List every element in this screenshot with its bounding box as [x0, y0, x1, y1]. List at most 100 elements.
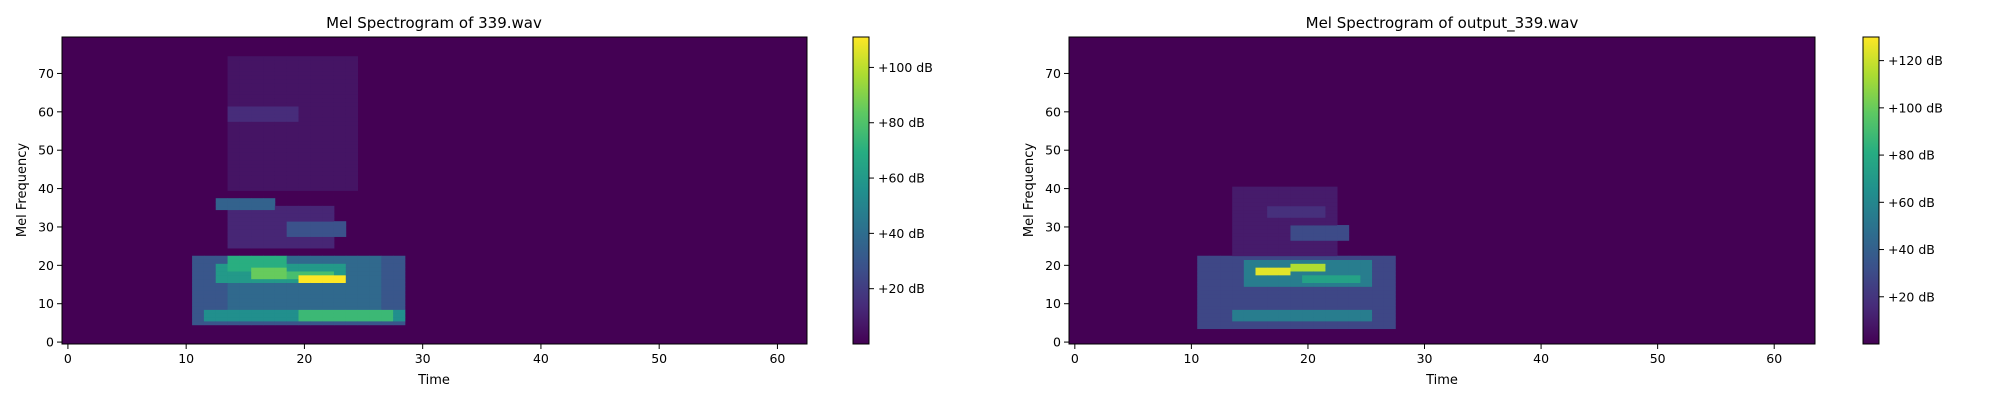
heatmap-cell	[251, 209, 264, 214]
heatmap-cell	[203, 271, 217, 276]
heatmap-cell	[274, 305, 288, 310]
heatmap-cell	[333, 98, 347, 103]
heatmap-cell	[322, 221, 335, 226]
heatmap-cell	[286, 313, 299, 318]
heatmap-cell	[333, 109, 347, 115]
heatmap-cell	[298, 317, 311, 322]
heatmap-cell	[239, 286, 252, 291]
heatmap-cell	[1325, 305, 1338, 310]
heatmap-cell	[333, 271, 347, 276]
heatmap-cell	[322, 213, 335, 218]
heatmap-cell	[263, 163, 276, 168]
heatmap-cell	[274, 221, 288, 226]
heatmap-cell	[1360, 301, 1373, 307]
heatmap-cell	[1313, 282, 1326, 287]
heatmap-cell	[1290, 274, 1303, 280]
heatmap-cell	[345, 125, 359, 130]
heatmap-cell	[310, 236, 323, 241]
heatmap-cell	[274, 125, 288, 130]
heatmap-cell	[345, 267, 359, 272]
heatmap-cell	[1313, 186, 1326, 191]
heatmap-cell	[1337, 278, 1350, 283]
heatmap-cell	[251, 309, 264, 314]
heatmap-cell	[286, 301, 299, 307]
heatmap-cell	[239, 182, 252, 188]
heatmap-cell	[274, 129, 288, 134]
heatmap-cell	[333, 75, 347, 80]
heatmap-cell	[286, 121, 299, 126]
heatmap-cell	[286, 309, 299, 314]
heatmap-cell	[1243, 309, 1256, 314]
heatmap-cell	[357, 317, 370, 322]
heatmap-cell	[239, 159, 252, 165]
heatmap-cell	[310, 232, 323, 237]
heatmap-cell	[1208, 297, 1221, 303]
heatmap-cell	[1313, 198, 1326, 203]
heatmap-cell	[1255, 251, 1268, 257]
heatmap-cell	[357, 271, 370, 276]
heatmap-cell	[192, 263, 205, 268]
heatmap-cell	[203, 282, 217, 287]
heatmap-cell	[333, 228, 347, 234]
heatmap-cell	[1208, 313, 1221, 318]
heatmap-cell	[1197, 274, 1210, 280]
heatmap-cell	[1372, 305, 1385, 310]
heatmap-cell	[1255, 301, 1268, 307]
heatmap-cell	[286, 221, 299, 226]
heatmap-cell	[274, 282, 288, 287]
heatmap-cell	[251, 75, 264, 80]
heatmap-cell	[322, 313, 335, 318]
heatmap-cell	[298, 274, 311, 280]
heatmap-cell	[322, 178, 335, 184]
heatmap-cell	[1232, 205, 1245, 211]
heatmap-cell	[1255, 324, 1268, 330]
heatmap-cell	[298, 60, 311, 65]
heatmap-cell	[345, 274, 359, 280]
heatmap-cell	[1267, 305, 1280, 310]
heatmap-cell	[192, 305, 205, 310]
heatmap-cell	[1302, 301, 1315, 307]
heatmap-cell	[1302, 324, 1315, 330]
heatmap-cell	[227, 75, 240, 80]
heatmap-cell	[251, 155, 264, 161]
heatmap-cell	[298, 71, 311, 76]
heatmap-cell	[263, 60, 276, 65]
heatmap-cell	[310, 217, 323, 222]
heatmap-cell	[251, 67, 264, 72]
heatmap-cell	[333, 102, 347, 107]
heatmap-cell	[1197, 267, 1210, 272]
heatmap-cell	[1208, 320, 1221, 326]
heatmap-cell	[215, 263, 228, 268]
heatmap-cell	[1290, 202, 1303, 207]
heatmap-cell	[239, 290, 252, 295]
heatmap-cell	[203, 255, 217, 260]
heatmap-cell	[357, 259, 370, 264]
heatmap-cell	[298, 106, 311, 111]
heatmap-cell	[1232, 313, 1245, 318]
heatmap-cell	[333, 225, 347, 230]
heatmap-cell	[1313, 309, 1326, 314]
heatmap-cell	[203, 320, 217, 326]
heatmap-cell	[322, 129, 335, 134]
heatmap-cell	[1197, 297, 1210, 303]
heatmap-cell	[322, 286, 335, 291]
x-tick-label: 60	[1766, 351, 1782, 366]
heatmap-cell	[310, 205, 323, 211]
heatmap-cell	[286, 267, 299, 272]
heatmap-background	[62, 37, 807, 344]
heatmap-cell	[215, 205, 228, 211]
heatmap-cell	[1325, 271, 1338, 276]
heatmap-cell	[345, 175, 359, 180]
heatmap-cell	[286, 117, 299, 122]
heatmap-cell	[345, 313, 359, 318]
heatmap-cell	[333, 86, 347, 92]
heatmap-cell	[286, 244, 299, 249]
heatmap-cell	[1383, 301, 1396, 307]
heatmap-cell	[310, 317, 323, 322]
heatmap-cell	[357, 278, 370, 283]
heatmap-cell	[239, 136, 252, 142]
heatmap-cell	[274, 255, 288, 260]
heatmap-cell	[239, 217, 252, 222]
heatmap-cell	[345, 148, 359, 153]
heatmap-cell	[263, 213, 276, 218]
